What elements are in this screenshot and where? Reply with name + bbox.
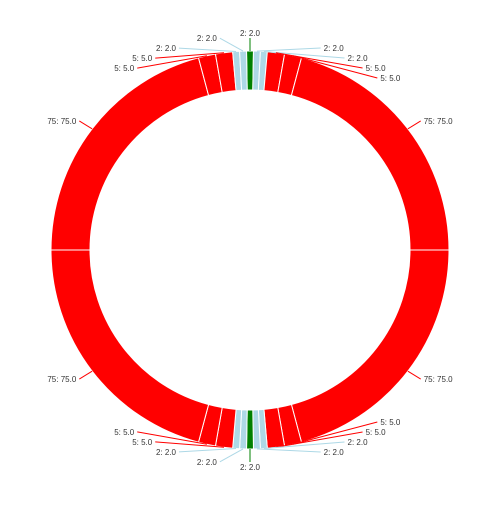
- slice-label: 2: 2.0: [156, 44, 177, 53]
- slice-label: 2: 2.0: [156, 448, 177, 457]
- slice-leader-line: [263, 441, 345, 450]
- slice-label: 2: 2.0: [324, 44, 345, 53]
- slice-label: 5: 5.0: [114, 428, 135, 437]
- donut-slice: [290, 57, 450, 251]
- slice-label: 75: 75.0: [47, 375, 76, 384]
- slice-label: 2: 2.0: [240, 29, 261, 38]
- slice-leader-line: [292, 55, 378, 79]
- slice-label: 5: 5.0: [366, 64, 387, 73]
- slice-leader-line: [407, 370, 421, 380]
- slice-leader-line: [275, 431, 363, 448]
- slice-leader-line: [178, 47, 237, 52]
- slice-label: 75: 75.0: [424, 117, 453, 126]
- slice-leader-line: [407, 120, 421, 130]
- slice-leader-line: [155, 52, 225, 59]
- slice-label: 2: 2.0: [324, 448, 345, 457]
- slice-label: 2: 2.0: [348, 438, 369, 447]
- slice-label: 75: 75.0: [47, 117, 76, 126]
- donut-slice: [50, 249, 210, 443]
- donut-slice: [50, 57, 210, 251]
- slice-label: 5: 5.0: [380, 418, 401, 427]
- slice-leader-line: [275, 52, 363, 69]
- slice-label: 5: 5.0: [366, 428, 387, 437]
- slice-leader-line: [79, 120, 93, 130]
- slice-leader-line: [256, 448, 321, 453]
- slice-leader-line: [219, 448, 244, 463]
- slice-label: 2: 2.0: [348, 54, 369, 63]
- slice-label: 75: 75.0: [424, 375, 453, 384]
- donut-slice: [290, 249, 450, 443]
- slice-label: 5: 5.0: [132, 438, 153, 447]
- donut-slice: [239, 50, 248, 91]
- slice-leader-line: [256, 47, 321, 52]
- slice-leader-line: [79, 370, 93, 380]
- slice-label: 5: 5.0: [114, 64, 135, 73]
- slice-label: 2: 2.0: [240, 463, 261, 472]
- slice-leader-line: [178, 448, 237, 453]
- slice-leader-line: [292, 421, 378, 445]
- slice-label: 5: 5.0: [380, 74, 401, 83]
- slice-leader-line: [219, 37, 244, 52]
- slice-leader-line: [137, 431, 208, 445]
- slice-label: 2: 2.0: [197, 458, 218, 467]
- slice-leader-line: [155, 441, 225, 448]
- slice-label: 5: 5.0: [132, 54, 153, 63]
- slice-leader-line: [137, 55, 208, 69]
- slice-label: 2: 2.0: [197, 34, 218, 43]
